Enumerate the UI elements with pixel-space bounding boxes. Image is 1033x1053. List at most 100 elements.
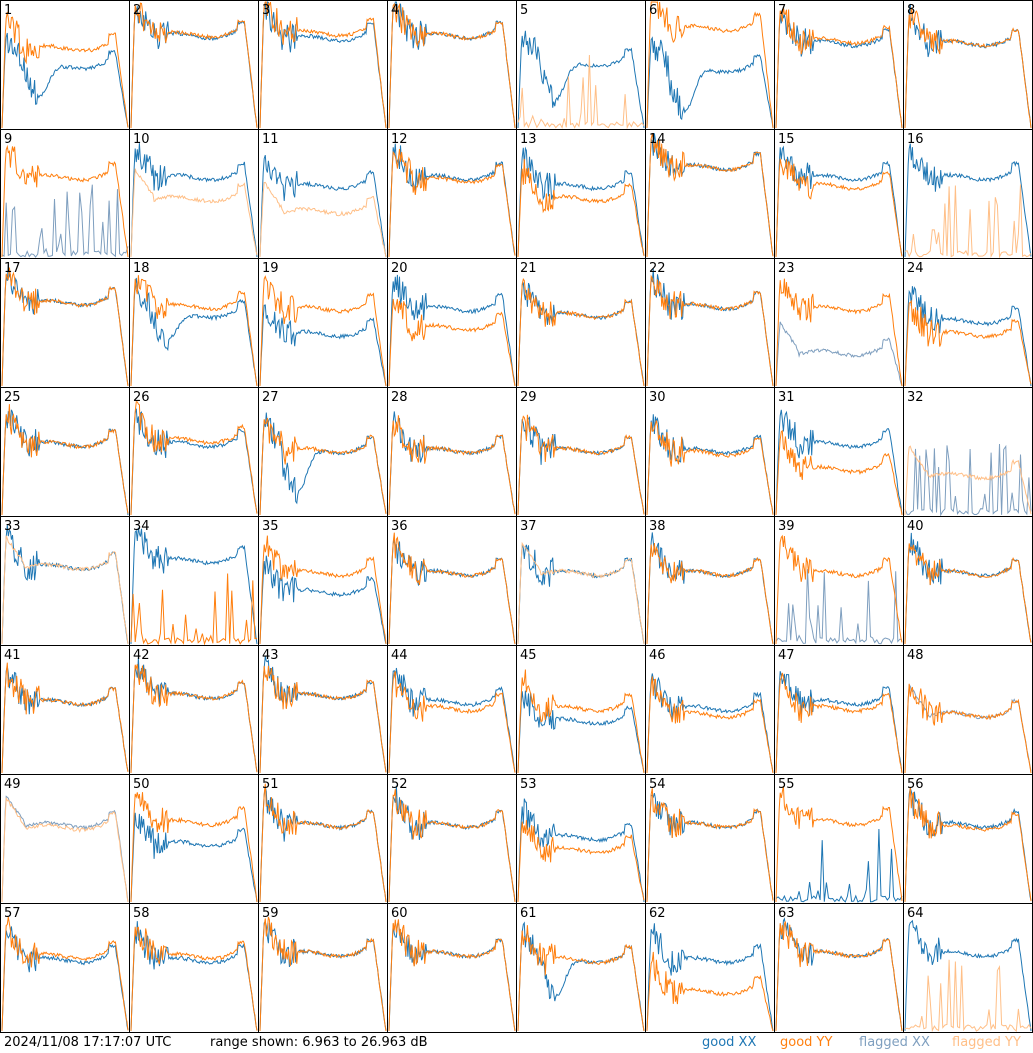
bandpass-panel: 28 <box>388 388 516 516</box>
panel-plot <box>646 268 774 387</box>
panel-plot <box>646 923 774 1032</box>
panel-plot <box>388 1 516 129</box>
panel-plot <box>904 787 1032 902</box>
bandpass-panel: 55 <box>775 775 903 903</box>
panel-plot <box>646 1 774 129</box>
panel-number: 37 <box>520 519 537 534</box>
panel-plot <box>130 792 258 903</box>
series-xx-line <box>1 926 129 1031</box>
bandpass-panel: 25 <box>1 388 129 516</box>
panel-plot <box>904 143 1032 258</box>
series-yy-line <box>517 669 645 774</box>
series-xx-line <box>904 3 1032 129</box>
bandpass-panel: 26 <box>130 388 258 516</box>
series-xx-line <box>259 656 387 774</box>
series-yy-line <box>904 299 1032 387</box>
panel-number: 24 <box>907 261 924 276</box>
panel-number: 62 <box>649 906 666 921</box>
series-yy-line <box>130 664 258 774</box>
panel-number: 23 <box>778 261 795 276</box>
panel-number: 51 <box>262 777 279 792</box>
series-xx-line <box>775 9 903 129</box>
bandpass-panel: 32 <box>904 388 1032 516</box>
panel-number: 27 <box>262 390 279 405</box>
series-xx-line <box>388 539 516 645</box>
panel-number: 8 <box>907 3 916 18</box>
series-xx-line <box>1 184 129 258</box>
panel-plot <box>130 921 258 1031</box>
panel-plot <box>904 286 1032 387</box>
bandpass-panel: 59 <box>259 904 387 1032</box>
bandpass-panel: 13 <box>517 130 645 258</box>
bandpass-panel: 31 <box>775 388 903 516</box>
series-yy-line <box>646 1 774 129</box>
panel-plot <box>517 669 645 774</box>
series-xx-line <box>517 690 645 774</box>
bandpass-panel: 61 <box>517 904 645 1032</box>
series-xx-line <box>388 785 516 903</box>
panel-plot <box>388 532 516 645</box>
panel-number: 32 <box>907 390 924 405</box>
series-xx-line <box>517 30 645 129</box>
series-xx-line <box>646 673 774 774</box>
panel-plot <box>1 11 129 129</box>
panel-number: 55 <box>778 777 795 792</box>
series-xx-line <box>517 146 645 258</box>
panel-number: 3 <box>262 3 271 18</box>
bandpass-panel: 1 <box>1 1 129 129</box>
bandpass-panel: 57 <box>1 904 129 1032</box>
bandpass-panel: 46 <box>646 646 774 774</box>
panel-number: 49 <box>4 777 21 792</box>
panel-number: 13 <box>520 132 537 147</box>
series-xx-line <box>904 143 1032 258</box>
panel-plot <box>130 2 258 129</box>
series-yy-line <box>1 535 129 645</box>
bandpass-panel: 35 <box>259 517 387 645</box>
bandpass-panel: 43 <box>259 646 387 774</box>
series-yy-line <box>130 2 258 129</box>
series-xx-line <box>1 409 129 516</box>
panel-number: 60 <box>391 906 408 921</box>
panel-plot <box>130 527 258 645</box>
series-xx-line <box>904 443 1032 516</box>
gridline-v <box>516 0 517 1033</box>
series-xx-line <box>1 264 129 387</box>
panel-plot <box>388 411 516 516</box>
series-yy-line <box>1 404 129 516</box>
series-yy-line <box>517 541 645 645</box>
panel-number: 56 <box>907 777 924 792</box>
gridline-h <box>0 1032 1033 1033</box>
series-yy-line <box>1 267 129 387</box>
series-yy-line <box>388 415 516 516</box>
series-yy-line <box>517 820 645 903</box>
bandpass-panel: 48 <box>904 646 1032 774</box>
bandpass-panel: 41 <box>1 646 129 774</box>
bandpass-panel: 58 <box>130 904 258 1032</box>
series-yy-line <box>1 144 129 258</box>
series-xx-line <box>904 532 1032 645</box>
panel-plot <box>775 671 903 774</box>
series-xx-line <box>388 274 516 387</box>
series-yy-line <box>130 792 258 903</box>
series-xx-line <box>259 304 387 387</box>
gridline-h <box>0 645 1033 646</box>
gridline-v <box>774 0 775 1033</box>
series-xx-line <box>517 282 645 387</box>
panel-number: 35 <box>262 519 279 534</box>
bandpass-panel: 45 <box>517 646 645 774</box>
panel-plot <box>646 673 774 774</box>
series-xx-line <box>1 32 129 129</box>
panel-plot <box>1 795 129 903</box>
panel-number: 48 <box>907 648 924 663</box>
bandpass-panel: 10 <box>130 130 258 258</box>
bandpass-panel: 27 <box>259 388 387 516</box>
bandpass-panel: 49 <box>1 775 129 903</box>
gridline-v <box>903 0 904 1033</box>
bandpass-panel: 50 <box>130 775 258 903</box>
series-yy-line <box>775 672 903 774</box>
panel-plot <box>517 146 645 258</box>
bandpass-panel: 53 <box>517 775 645 903</box>
panel-number: 12 <box>391 132 408 147</box>
timestamp: 2024/11/08 17:17:07 UTC <box>4 1035 172 1050</box>
series-yy-line <box>1 916 129 1031</box>
